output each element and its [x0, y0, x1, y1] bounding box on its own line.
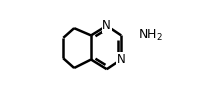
Text: N: N [102, 19, 111, 32]
Text: N: N [117, 53, 126, 66]
Text: NH$_2$: NH$_2$ [138, 28, 163, 43]
